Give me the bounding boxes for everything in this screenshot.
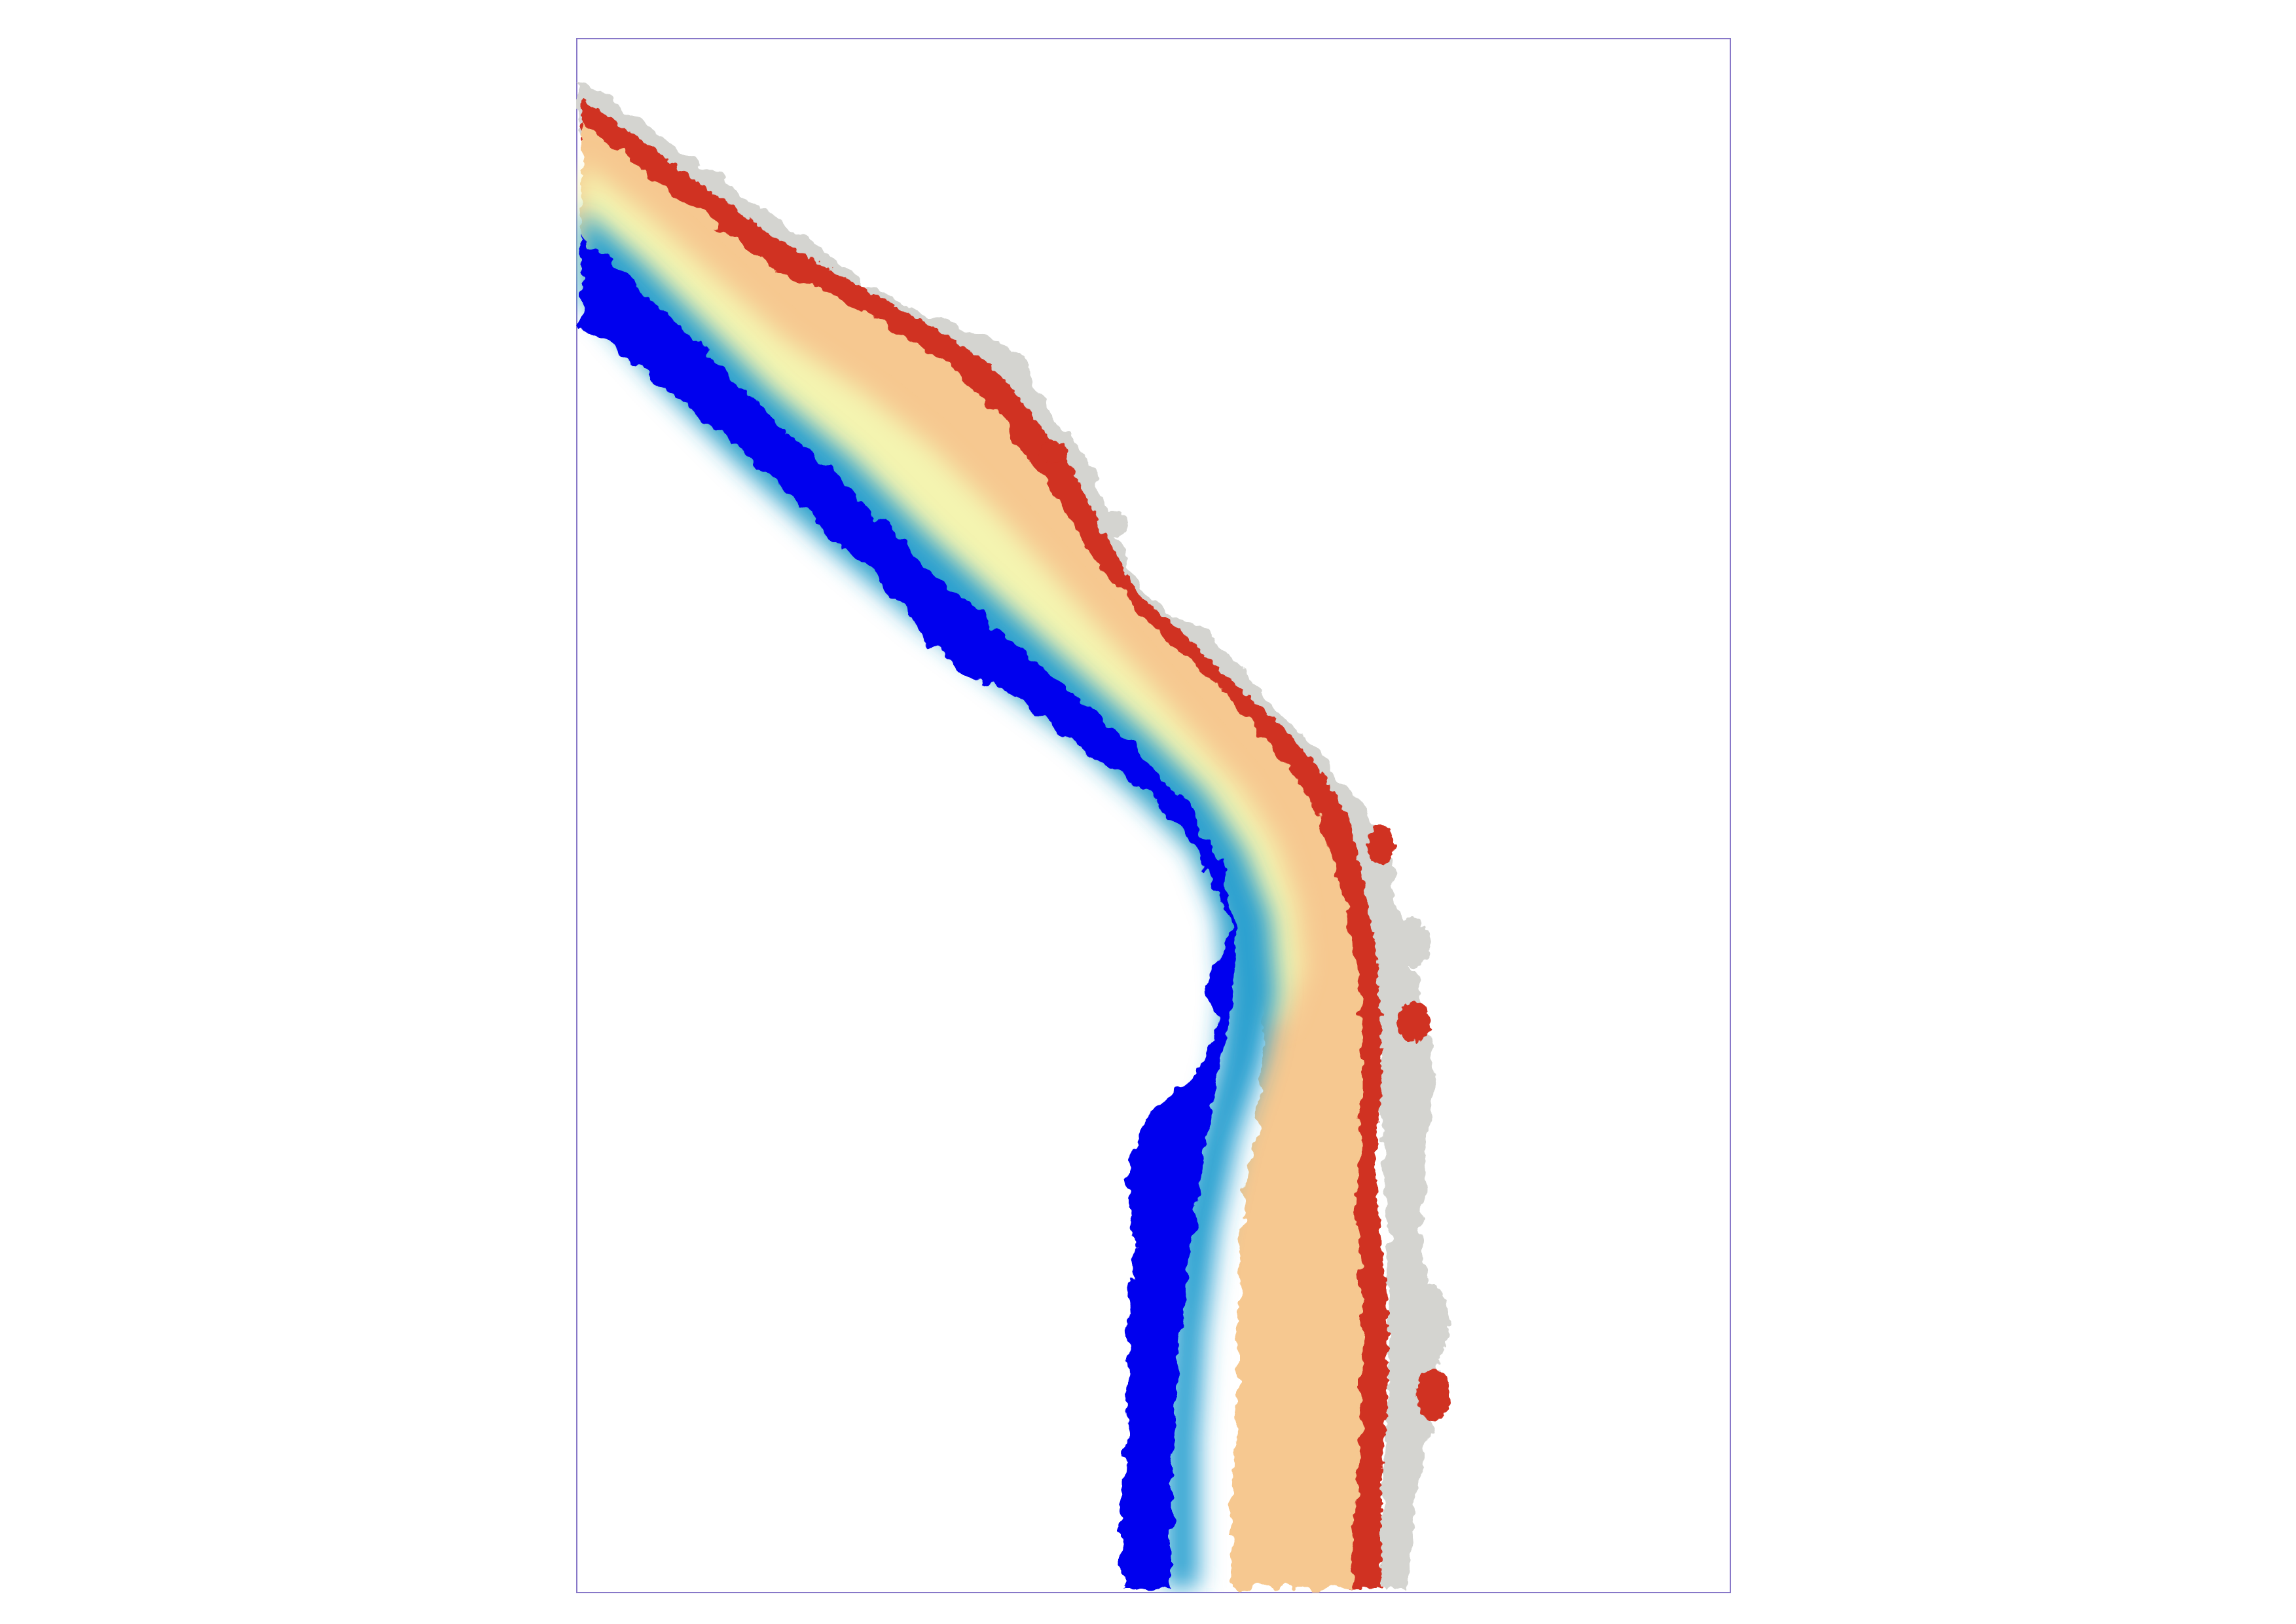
bathymetry-layer [579, 85, 1440, 1588]
nearshore-edge-band [581, 98, 1388, 1588]
islet [993, 352, 1030, 381]
islet [1367, 825, 1396, 864]
map-frame [576, 38, 1731, 1593]
deep-zone [581, 236, 1237, 1588]
islet [1393, 917, 1429, 969]
islet [1097, 512, 1129, 536]
islet [1417, 1369, 1451, 1421]
land-strip [579, 85, 1440, 1588]
coastal-islets [993, 352, 1451, 1421]
islet [1405, 1283, 1449, 1362]
islet [1040, 441, 1068, 462]
islet [1397, 1002, 1431, 1041]
